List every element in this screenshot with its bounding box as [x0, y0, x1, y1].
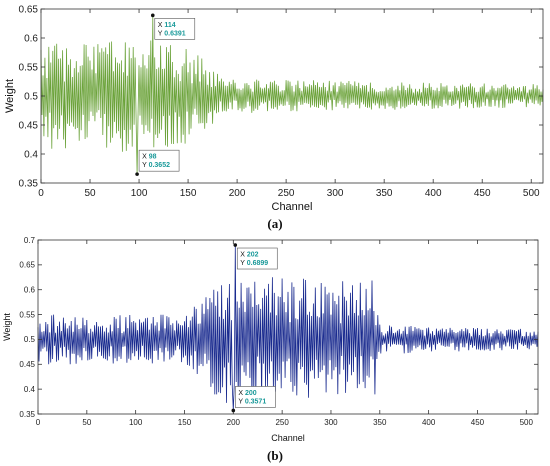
datatip-y: Y 0.3652 — [142, 162, 170, 169]
x-tick-label: 200 — [229, 188, 246, 199]
y-tick-label: 0.6 — [24, 286, 36, 295]
datatip-x: X 202 — [240, 252, 258, 259]
datatip-x: X 98 — [142, 154, 157, 161]
datatip-marker — [231, 408, 236, 413]
y-tick-label: 0.55 — [19, 310, 35, 319]
y-tick-label: 0.7 — [24, 236, 36, 245]
x-tick-label: 300 — [327, 188, 344, 199]
x-tick-label: 0 — [38, 188, 44, 199]
y-tick-label: 0.35 — [19, 410, 35, 419]
x-tick-label: 500 — [520, 418, 534, 427]
datatip-y: Y 0.6391 — [158, 30, 186, 37]
y-tick-label: 0.5 — [24, 92, 38, 103]
datatip-box — [138, 149, 180, 172]
x-tick-label: 400 — [422, 418, 436, 427]
chart-panel-a: 0 50 100 150 200 250 300 350 400 450 500 0.35 0.4 0.4… — [4, 5, 544, 231]
y-tick-label: 0.4 — [24, 150, 38, 161]
plot-area — [37, 239, 539, 415]
x-tick-label: 250 — [275, 418, 289, 427]
x-axis-label: Channel — [271, 433, 305, 443]
x-tick-label: 350 — [376, 188, 393, 199]
y-tick-label: 0.35 — [19, 179, 39, 190]
y-tick-label: 0.4 — [24, 385, 36, 394]
figure-caption: (b) — [267, 448, 283, 463]
y-axis-label: Weight — [4, 79, 16, 113]
y-tick-label: 0.55 — [19, 63, 39, 74]
y-tick-label: 0.45 — [19, 360, 35, 369]
y-tick-label: 0.6 — [24, 34, 38, 45]
x-tick-label: 350 — [373, 418, 387, 427]
y-tick-label: 0.65 — [19, 261, 35, 270]
series-line — [40, 15, 544, 175]
x-tick-label: 0 — [36, 418, 41, 427]
x-tick-label: 50 — [82, 418, 91, 427]
y-tick-label: 0.65 — [19, 5, 39, 16]
figure-caption: (a) — [267, 216, 282, 231]
datatip-y: Y 0.3571 — [238, 398, 266, 405]
datatip-marker — [233, 243, 238, 247]
datatip-y: Y 0.6899 — [240, 260, 268, 267]
x-tick-label: 150 — [178, 418, 192, 427]
y-axis-label: Weight — [2, 313, 12, 341]
datatip-98: X 98Y 0.3652 — [135, 149, 180, 176]
x-tick-label: 300 — [324, 418, 338, 427]
x-tick-label: 150 — [180, 188, 197, 199]
x-tick-label: 200 — [227, 418, 241, 427]
chart-panel-b: 0 50 100 150 200 250 300 350 400 450 500 0.35 0.4 0.4… — [2, 236, 539, 463]
x-tick-label: 450 — [474, 188, 491, 199]
datatip-marker — [150, 13, 155, 18]
x-tick-label: 400 — [425, 188, 442, 199]
x-axis-label: Channel — [272, 201, 313, 213]
x-tick-label: 100 — [129, 418, 143, 427]
x-tick-label: 100 — [131, 188, 148, 199]
y-tick-label: 0.45 — [19, 121, 39, 132]
datatip-marker — [135, 172, 139, 176]
x-tick-label: 50 — [84, 188, 96, 199]
x-tick-label: 450 — [471, 418, 485, 427]
x-tick-label: 250 — [278, 188, 295, 199]
datatip-box — [235, 386, 276, 408]
x-tick-label: 500 — [523, 188, 540, 199]
datatip-box — [236, 247, 278, 270]
series-line — [37, 244, 539, 411]
datatip-x: X 200 — [238, 390, 256, 397]
datatip-x: X 114 — [158, 22, 176, 29]
y-tick-label: 0.5 — [24, 335, 36, 344]
datatip-box — [154, 18, 196, 40]
